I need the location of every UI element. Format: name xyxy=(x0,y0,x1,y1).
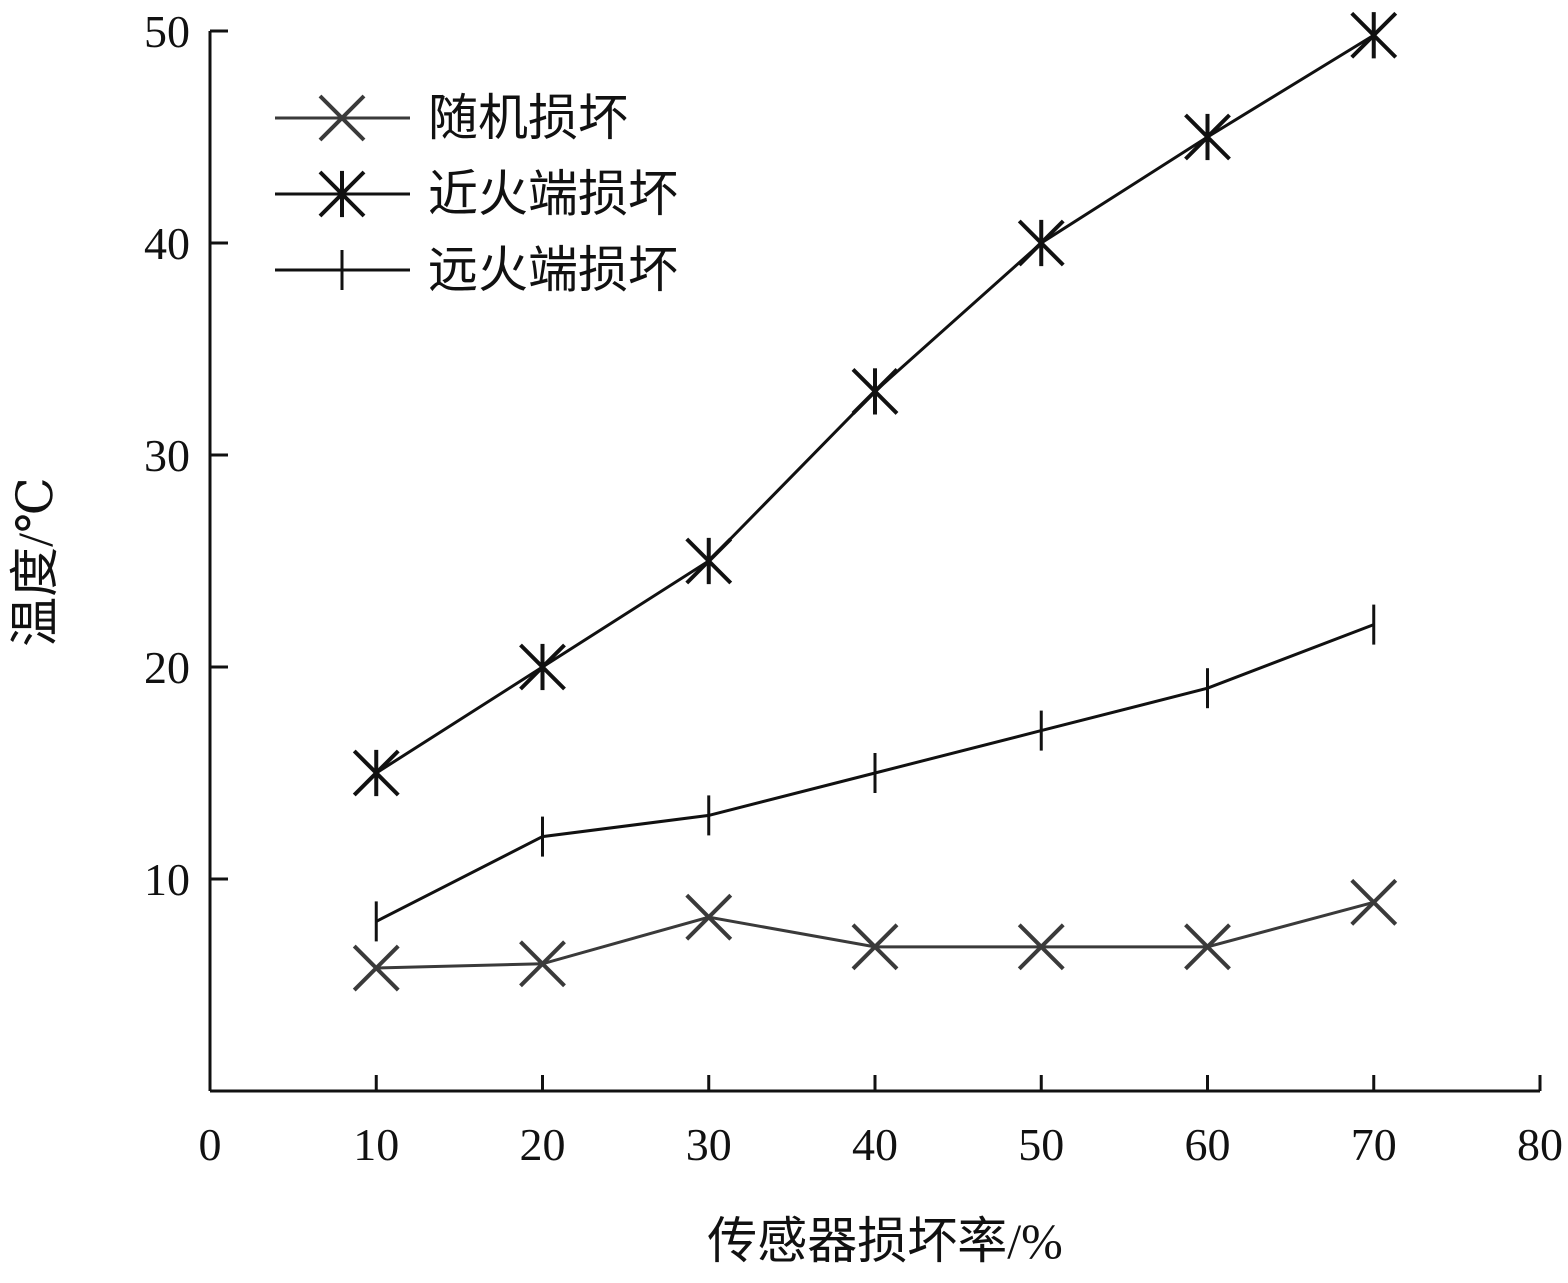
legend-label: 远火端损坏 xyxy=(428,242,678,298)
x-tick-label: 30 xyxy=(686,1119,732,1170)
x-tick-label: 60 xyxy=(1185,1119,1231,1170)
data-point xyxy=(851,367,899,415)
series-1 xyxy=(352,878,1398,992)
data-point xyxy=(519,643,566,691)
data-point xyxy=(1017,219,1065,267)
x-tick-label: 70 xyxy=(1351,1119,1397,1170)
y-axis-title: 温度/℃ xyxy=(7,477,63,647)
series-2 xyxy=(352,11,1398,797)
series-line xyxy=(376,900,1375,970)
legend-label: 随机损坏 xyxy=(428,90,628,146)
x-axis-title: 传感器损坏率/% xyxy=(707,1213,1063,1269)
series-layer xyxy=(352,11,1398,992)
x-tick-label: 50 xyxy=(1018,1119,1064,1170)
series-3 xyxy=(374,604,1376,942)
data-point xyxy=(1017,923,1065,971)
legend-marker xyxy=(318,170,366,218)
data-point xyxy=(685,893,733,941)
legend-label: 近火端损坏 xyxy=(428,166,678,222)
data-point xyxy=(851,923,899,971)
data-point xyxy=(1350,878,1398,926)
legend-marker xyxy=(318,94,366,142)
y-tick-label: 20 xyxy=(144,642,190,693)
data-point xyxy=(1184,113,1231,161)
y-tick-label: 40 xyxy=(144,218,190,269)
data-point xyxy=(352,749,400,797)
axes: 0 10 20 30 40 50 60 70 80 10 20 30 40 50 xyxy=(144,6,1563,1170)
legend-entry: 随机损坏 xyxy=(275,90,628,146)
x-tick-label: 80 xyxy=(1517,1119,1563,1170)
x-tick-label: 0 xyxy=(199,1119,222,1170)
data-point xyxy=(685,537,733,585)
data-point xyxy=(1350,11,1398,59)
x-tick-label: 10 xyxy=(353,1119,399,1170)
x-tick-label: 20 xyxy=(520,1119,566,1170)
data-point xyxy=(352,944,400,992)
y-tick-label: 10 xyxy=(144,854,190,905)
legend-entry: 远火端损坏 xyxy=(275,242,678,298)
y-tick-label: 30 xyxy=(144,430,190,481)
y-tick-label: 50 xyxy=(144,6,190,57)
data-point xyxy=(1184,923,1231,971)
legend-entry: 近火端损坏 xyxy=(275,166,678,222)
x-tick-label: 40 xyxy=(852,1119,898,1170)
data-point xyxy=(519,940,566,988)
